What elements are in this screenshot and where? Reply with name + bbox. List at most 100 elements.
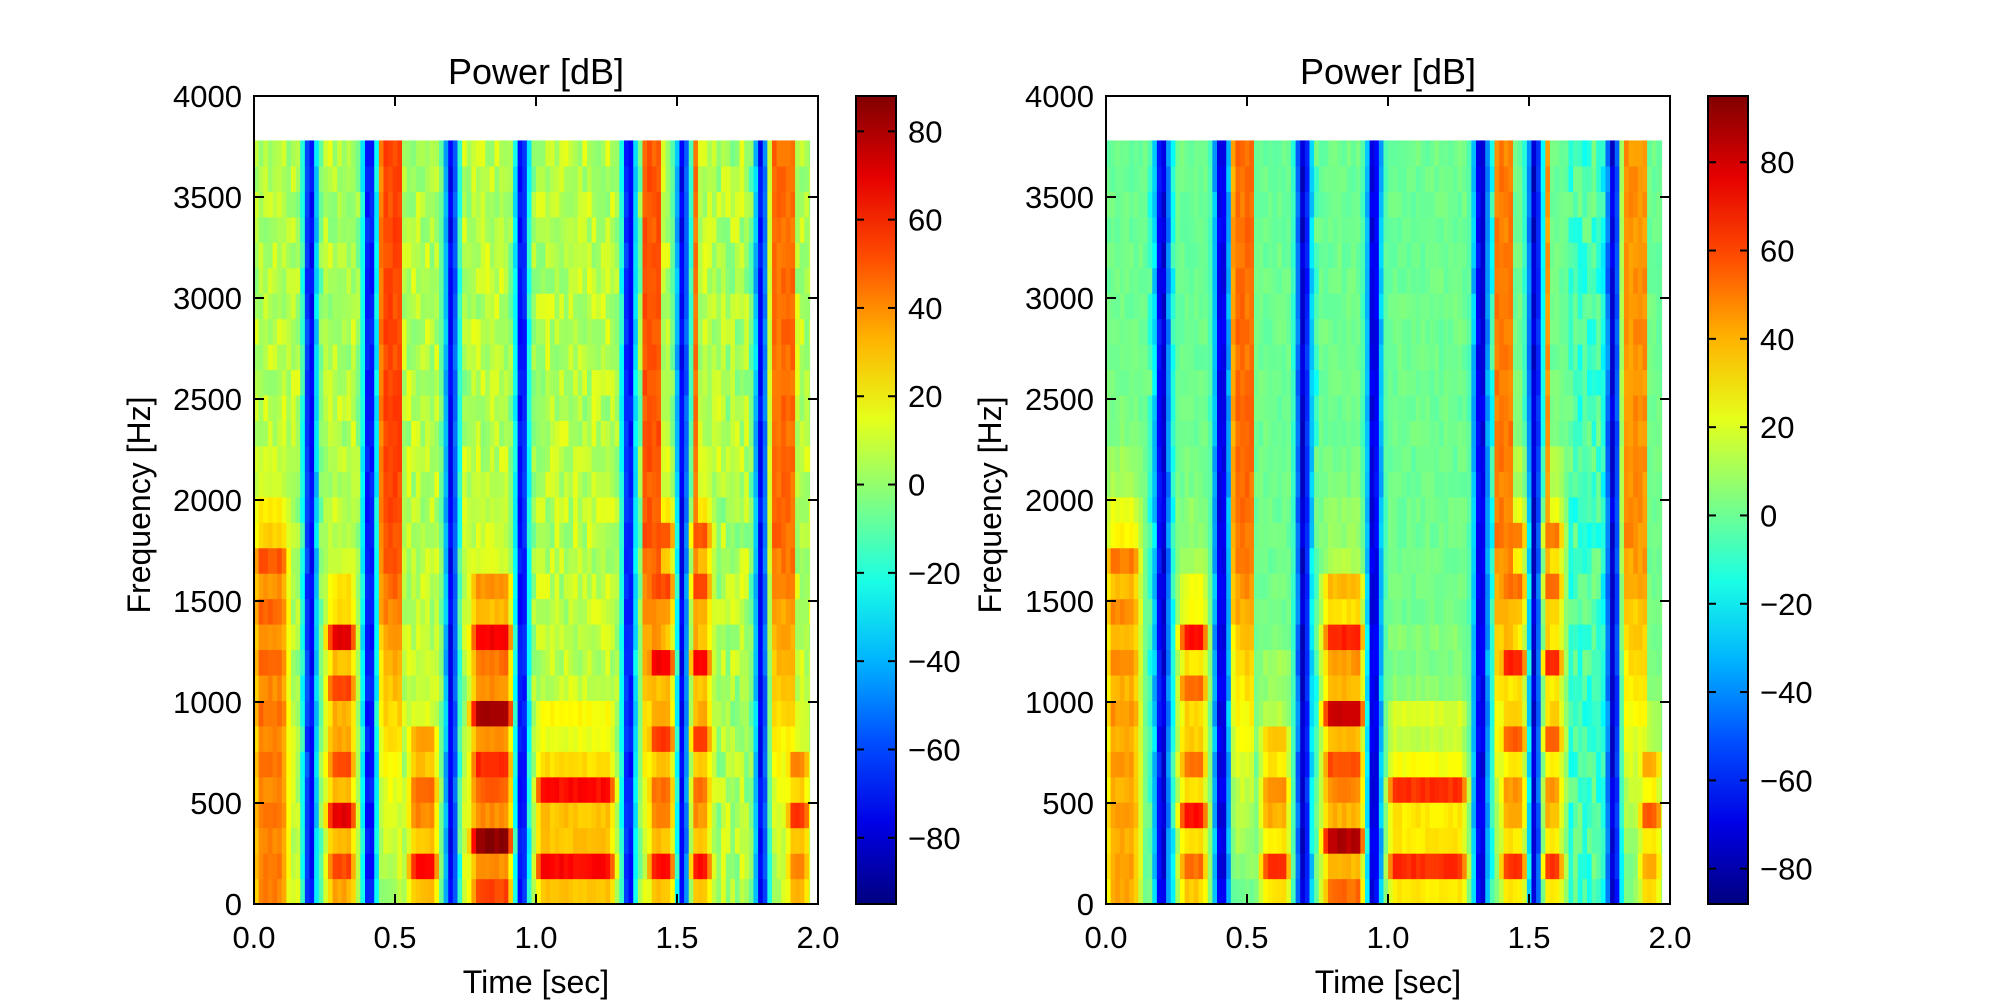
spectrogram-cell	[277, 420, 283, 447]
spectrogram-cell	[360, 293, 366, 320]
spectrogram-cell	[762, 802, 768, 829]
spectrogram-cell	[1147, 674, 1153, 701]
spectrogram-cell	[1184, 267, 1190, 294]
spectrogram-cell	[323, 522, 329, 549]
spectrogram-cell	[1156, 853, 1163, 880]
spectrogram-cell	[438, 318, 445, 345]
spectrogram-cell	[415, 242, 422, 269]
spectrogram-cell	[295, 242, 301, 269]
spectrogram-cell	[1119, 318, 1126, 345]
spectrogram-cell	[1263, 725, 1269, 752]
spectrogram-cell	[365, 878, 371, 905]
spectrogram-cell	[1138, 598, 1144, 625]
x-tick-label: 2.0	[796, 920, 839, 955]
spectrogram-cell	[512, 369, 519, 396]
spectrogram-cell	[1207, 420, 1213, 447]
spectrogram-cell	[300, 191, 306, 218]
spectrogram-cell	[406, 420, 412, 447]
spectrogram-cell	[707, 369, 713, 396]
spectrogram-cell	[392, 522, 398, 549]
spectrogram-cell	[1129, 649, 1135, 676]
spectrogram-cell	[522, 318, 528, 345]
spectrogram-cell	[619, 445, 625, 472]
spectrogram-cell	[1143, 394, 1149, 422]
spectrogram-cell	[272, 725, 278, 752]
spectrogram-cell	[1193, 420, 1200, 447]
spectrogram-cell	[1189, 191, 1195, 218]
spectrogram-cell	[355, 191, 361, 218]
spectrogram-cell	[300, 140, 306, 167]
spectrogram-cell	[1189, 598, 1195, 625]
spectrogram-cell	[323, 242, 329, 269]
spectrogram-cell	[1290, 725, 1297, 752]
spectrogram-cell	[721, 293, 727, 320]
spectrogram-cell	[512, 725, 519, 752]
spectrogram-cell	[323, 598, 329, 625]
spectrogram-cell	[406, 827, 412, 854]
spectrogram-cell	[425, 267, 431, 294]
spectrogram-cell	[573, 471, 579, 498]
spectrogram-cell	[1286, 751, 1292, 778]
spectrogram-cell	[420, 853, 426, 880]
spectrogram-cell	[420, 776, 426, 803]
spectrogram-cell	[374, 420, 380, 447]
spectrogram-cell	[475, 165, 482, 192]
spectrogram-cell	[660, 573, 667, 600]
spectrogram-cell	[1180, 293, 1186, 320]
spectrogram-cell	[744, 165, 750, 192]
spectrogram-cell	[397, 751, 403, 778]
spectrogram-cell	[1277, 369, 1283, 396]
spectrogram-cell	[503, 369, 509, 396]
spectrogram-cell	[272, 674, 278, 701]
spectrogram-cell	[753, 700, 759, 727]
spectrogram-cell	[642, 445, 648, 472]
spectrogram-cell	[378, 725, 385, 752]
spectrogram-cell	[425, 471, 431, 498]
spectrogram-cell	[660, 242, 667, 269]
spectrogram-cell	[392, 293, 398, 320]
spectrogram-cell	[314, 700, 320, 727]
spectrogram-cell	[1189, 140, 1195, 167]
spectrogram-cell	[434, 471, 440, 498]
spectrogram-cell	[656, 318, 662, 345]
spectrogram-cell	[1272, 140, 1278, 167]
spectrogram-cell	[614, 776, 620, 803]
spectrogram-cell	[1152, 293, 1158, 320]
spectrogram-cell	[411, 776, 417, 803]
spectrogram-cell	[568, 242, 574, 269]
spectrogram-cell	[651, 445, 657, 472]
spectrogram-cell	[674, 267, 681, 294]
spectrogram-cell	[1295, 140, 1301, 167]
spectrogram-cell	[1106, 369, 1112, 396]
spectrogram-cell	[707, 624, 713, 651]
spectrogram-cell	[568, 674, 574, 701]
spectrogram-cell	[1300, 445, 1306, 472]
spectrogram-cell	[582, 802, 588, 829]
spectrogram-cell	[623, 191, 630, 218]
spectrogram-cell	[295, 853, 301, 880]
spectrogram-cell	[684, 827, 690, 854]
spectrogram-cell	[360, 140, 366, 167]
spectrogram-cell	[314, 420, 320, 447]
spectrogram-cell	[351, 267, 357, 294]
spectrogram-cell	[665, 674, 671, 701]
spectrogram-cell	[388, 674, 394, 701]
spectrogram-cell	[485, 725, 491, 752]
spectrogram-cell	[392, 471, 398, 498]
spectrogram-cell	[790, 598, 796, 625]
spectrogram-cell	[263, 853, 269, 880]
spectrogram-cell	[1124, 776, 1130, 803]
spectrogram-cell	[291, 751, 297, 778]
spectrogram-cell	[485, 420, 491, 447]
spectrogram-cell	[1249, 598, 1255, 625]
spectrogram-cell	[739, 394, 745, 422]
spectrogram-cell	[785, 878, 792, 905]
spectrogram-cell	[351, 547, 357, 574]
spectrogram-cell	[568, 496, 574, 523]
spectrogram-cell	[767, 496, 773, 523]
spectrogram-cell	[804, 445, 810, 472]
spectrogram-cell	[1263, 496, 1269, 523]
spectrogram-cell	[254, 445, 260, 472]
spectrogram-cell	[1138, 853, 1144, 880]
spectrogram-cell	[365, 853, 371, 880]
